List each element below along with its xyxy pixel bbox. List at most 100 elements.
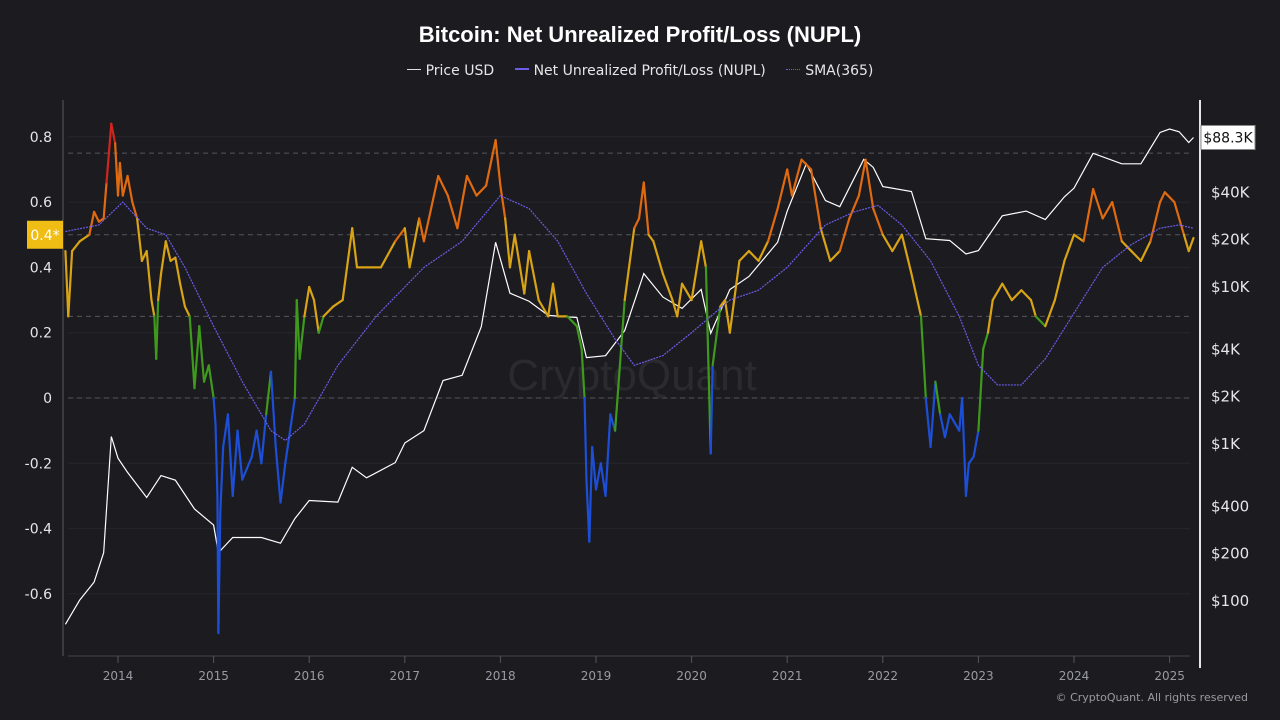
nupl-segment	[179, 282, 187, 308]
legend: Price USD Net Unrealized Profit/Loss (NU…	[0, 63, 1280, 79]
nupl-segment	[757, 240, 770, 262]
nupl-segment	[1158, 191, 1166, 204]
nupl-segment	[394, 227, 406, 243]
nupl-segment	[642, 181, 650, 236]
nupl-segment	[308, 285, 316, 302]
nupl-segment	[661, 272, 674, 302]
nupl-segment	[250, 429, 258, 458]
nupl-segment	[523, 249, 531, 295]
legend-item-sma[interactable]: SMA(365)	[786, 63, 873, 79]
current-nupl-label: 0.4*	[30, 228, 59, 244]
x-tick-label: 2017	[390, 669, 421, 683]
nupl-segment	[155, 298, 160, 360]
nupl-segment	[881, 233, 894, 253]
legend-item-price[interactable]: Price USD	[406, 63, 494, 79]
nupl-segment	[174, 256, 182, 285]
nupl-segment	[604, 413, 612, 498]
left-tick-label: -0.4	[25, 522, 52, 538]
right-tick-label: $40K	[1211, 183, 1251, 201]
legend-label: SMA(365)	[805, 63, 874, 79]
watermark: CryptoQuant	[507, 351, 756, 400]
nupl-segment	[738, 249, 751, 262]
price-line	[64, 128, 1194, 625]
nupl-segment	[891, 233, 904, 253]
nupl-segment	[623, 227, 636, 302]
nupl-segment	[790, 158, 803, 197]
nupl-segment	[588, 445, 594, 543]
nupl-segment	[929, 380, 937, 449]
nupl-segment	[105, 122, 113, 184]
nupl-segment	[422, 174, 440, 243]
nupl-segment	[303, 285, 311, 318]
nupl-segment	[864, 158, 875, 210]
nupl-segment	[298, 315, 306, 360]
nupl-segment	[1029, 298, 1037, 318]
nupl-segment	[977, 347, 985, 432]
right-tick-label: $2K	[1211, 388, 1241, 406]
nupl-segment	[317, 315, 325, 334]
nupl-segment	[711, 305, 722, 367]
nupl-segment	[910, 272, 923, 318]
nupl-segment	[279, 462, 287, 504]
nupl-segment	[71, 240, 81, 253]
sma-swatch-icon	[786, 68, 801, 70]
nupl-segment	[967, 455, 975, 465]
nupl-segment	[591, 445, 598, 491]
nupl-segment	[499, 184, 507, 220]
nupl-segment	[919, 315, 927, 400]
nupl-segment	[599, 462, 607, 498]
nupl-segment	[766, 207, 779, 243]
nupl-segment	[900, 233, 913, 276]
x-tick-label: 2015	[198, 669, 229, 683]
nupl-segment	[700, 240, 708, 269]
nupl-segment	[1120, 240, 1133, 253]
nupl-segment	[121, 174, 129, 197]
chart-title: Bitcoin: Net Unrealized Profit/Loss (NUP…	[418, 22, 862, 47]
nupl-segment	[351, 227, 359, 269]
nupl-segment	[157, 272, 163, 302]
legend-label: Net Unrealized Profit/Loss (NUPL)	[533, 63, 766, 79]
nupl-segment	[418, 217, 426, 243]
nupl-segment	[64, 249, 70, 318]
nupl-segment	[1182, 233, 1190, 253]
nupl-segment	[212, 396, 217, 426]
nupl-segment	[269, 370, 277, 449]
nupl-segment	[614, 364, 622, 432]
nupl-segment	[704, 266, 712, 455]
nupl-segment	[226, 413, 234, 498]
nupl-segment	[183, 305, 191, 318]
nupl-segment	[637, 181, 645, 220]
nupl-segment	[723, 298, 731, 334]
left-tick-label: -0.2	[25, 456, 52, 472]
nupl-segment	[126, 174, 134, 204]
nupl-segment	[322, 305, 335, 318]
nupl-segment	[217, 511, 222, 635]
left-tick-label: 0.2	[30, 326, 52, 342]
nupl-segment	[504, 217, 512, 269]
nupl-segment	[241, 455, 253, 481]
x-tick-label: 2022	[868, 669, 899, 683]
nupl-segment	[809, 168, 822, 230]
nupl-segment	[88, 210, 96, 236]
nupl-segment	[829, 249, 841, 262]
right-tick-label: $200	[1211, 545, 1249, 563]
nupl-segment	[652, 240, 665, 276]
nupl-segment	[78, 233, 91, 243]
nupl-segment	[547, 282, 555, 318]
left-tick-label: 0.4	[30, 260, 52, 276]
nupl-segment	[939, 413, 947, 439]
left-tick-label: 0.8	[30, 130, 52, 146]
nupl-segment	[265, 370, 273, 416]
nupl-segment	[295, 298, 301, 360]
nupl-segment	[446, 194, 459, 230]
nupl-segment	[67, 249, 74, 318]
copyright: © CryptoQuant. All rights reserved	[1055, 691, 1248, 704]
nupl-segment	[972, 429, 980, 458]
nupl-segment	[838, 217, 851, 253]
nupl-segment	[408, 217, 421, 269]
x-tick-label: 2018	[485, 669, 516, 683]
current-price-label: $88.3K	[1203, 130, 1253, 146]
legend-item-nupl[interactable]: Net Unrealized Profit/Loss (NUPL)	[514, 63, 766, 79]
nupl-segment	[198, 325, 206, 383]
nupl-segment	[671, 298, 679, 318]
